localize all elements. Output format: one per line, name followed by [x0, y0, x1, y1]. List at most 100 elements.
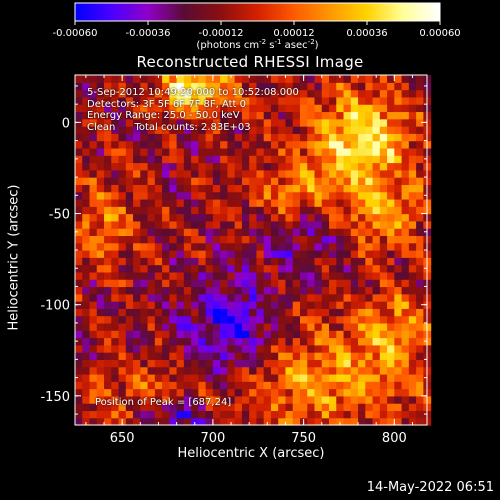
heatmap-cell [212, 264, 221, 273]
heatmap-cell [387, 395, 395, 404]
heatmap-cell [133, 337, 141, 346]
heatmap-cell [249, 315, 258, 324]
heatmap-cell [358, 417, 366, 426]
heatmap-cell [307, 322, 316, 331]
heatmap-cell [256, 286, 265, 295]
heatmap-cell [278, 322, 287, 331]
heatmap-cell [227, 337, 236, 346]
heatmap-cell [176, 359, 185, 368]
heatmap-cell [365, 155, 374, 164]
heatmap-cell [82, 75, 91, 83]
heatmap-cell [270, 373, 279, 382]
heatmap-cell [227, 177, 236, 185]
heatmap-cell [394, 162, 403, 171]
heatmap-cell [270, 257, 279, 266]
heatmap-cell [263, 155, 272, 164]
heatmap-cell [89, 169, 98, 178]
heatmap-cell [285, 126, 294, 134]
heatmap-cell [350, 242, 359, 251]
heatmap-cell [176, 111, 185, 120]
heatmap-cell [365, 162, 374, 171]
heatmap-cell [227, 381, 236, 390]
heatmap-cell [365, 264, 374, 273]
heatmap-cell [198, 162, 207, 171]
heatmap-cell [191, 410, 199, 419]
heatmap-cell [358, 308, 366, 317]
colorbar-tick-label: -0.00060 [53, 28, 98, 39]
heatmap-cell [89, 395, 98, 404]
heatmap-cell [270, 322, 279, 331]
heatmap-cell [307, 89, 316, 98]
heatmap-cell [350, 330, 359, 339]
heatmap-cell [125, 330, 134, 339]
heatmap-cell [111, 169, 120, 178]
heatmap-cell [285, 133, 294, 142]
heatmap-cell [234, 147, 243, 156]
heatmap-cell [299, 301, 308, 309]
heatmap-cell [329, 308, 337, 317]
heatmap-cell [401, 133, 410, 142]
heatmap-cell [263, 410, 272, 419]
energy-range-text: Energy Range: 25.0 - 50.0 keV [87, 110, 240, 121]
heatmap-cell [125, 366, 134, 375]
heatmap-cell [394, 337, 403, 346]
heatmap-cell [111, 104, 120, 113]
heatmap-cell [220, 344, 229, 353]
heatmap-cell [118, 250, 127, 258]
heatmap-cell [299, 191, 308, 200]
heatmap-cell [118, 322, 127, 331]
heatmap-cell [270, 169, 279, 178]
heatmap-cell [329, 213, 337, 222]
heatmap-cell [191, 147, 199, 156]
heatmap-cell [292, 315, 301, 324]
heatmap-cell [278, 89, 287, 98]
heatmap-cell [263, 82, 272, 91]
heatmap-cell [329, 359, 337, 368]
heatmap-cell [227, 395, 236, 404]
heatmap-cell [205, 417, 214, 426]
heatmap-cell [416, 373, 424, 382]
heatmap-cell [314, 373, 323, 382]
heatmap-cell [75, 140, 83, 149]
heatmap-cell [365, 315, 374, 324]
heatmap-cell [285, 279, 294, 288]
heatmap-cell [147, 140, 156, 149]
heatmap-cell [278, 257, 287, 266]
heatmap-cell [263, 257, 272, 266]
heatmap-cell [401, 82, 410, 91]
heatmap-cell [401, 359, 410, 368]
heatmap-cell [314, 403, 323, 412]
heatmap-cell [82, 366, 91, 375]
heatmap-cell [75, 198, 83, 207]
heatmap-cell [358, 184, 366, 193]
heatmap-cell [82, 403, 91, 412]
heatmap-cell [227, 213, 236, 222]
heatmap-cell [191, 177, 199, 185]
heatmap-cell [321, 118, 330, 127]
heatmap-cell [329, 344, 337, 353]
heatmap-cell [329, 75, 337, 83]
heatmap-cell [118, 344, 127, 353]
heatmap-cell [263, 75, 272, 83]
heatmap-cell [241, 206, 250, 215]
heatmap-cell [249, 264, 258, 273]
heatmap-cell [256, 301, 265, 309]
heatmap-cell [118, 177, 127, 185]
heatmap-cell [205, 242, 214, 251]
heatmap-cell [220, 293, 229, 302]
heatmap-cell [75, 373, 83, 382]
heatmap-cell [343, 213, 352, 222]
heatmap-cell [96, 191, 105, 200]
heatmap-cell [125, 322, 134, 331]
heatmap-cell [140, 140, 149, 149]
heatmap-cell [198, 315, 207, 324]
heatmap-cell [307, 133, 316, 142]
heatmap-cell [118, 228, 127, 237]
heatmap-cell [416, 286, 424, 295]
heatmap-cell [299, 184, 308, 193]
heatmap-cell [198, 279, 207, 288]
heatmap-cell [401, 403, 410, 412]
heatmap-cell [234, 417, 243, 426]
heatmap-cell [82, 250, 91, 258]
heatmap-cell [336, 169, 345, 178]
